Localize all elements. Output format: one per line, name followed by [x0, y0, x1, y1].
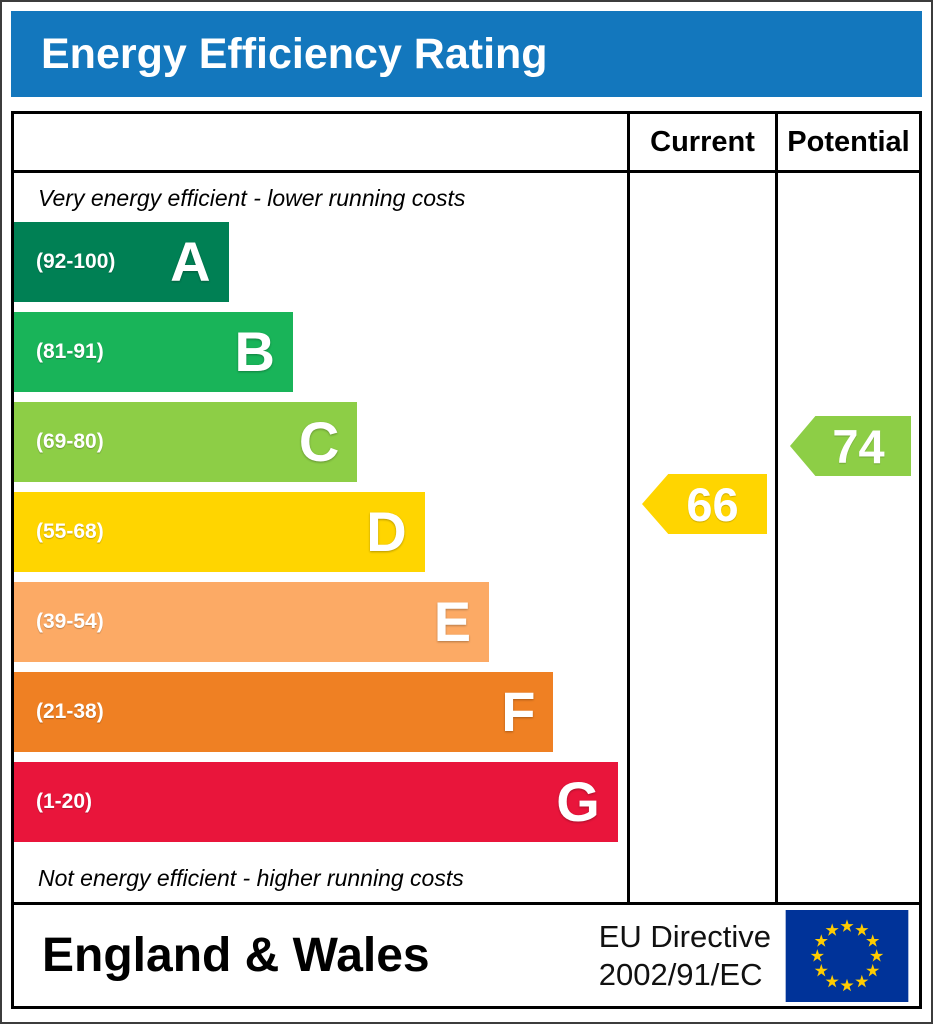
band-letter: A: [170, 230, 211, 293]
current-column-header: Current: [627, 114, 775, 173]
potential-column-header: Potential: [775, 114, 919, 173]
band-letter: C: [298, 410, 340, 473]
eu-directive-line2: 2002/91/EC: [598, 956, 763, 992]
band-letter: G: [556, 770, 600, 833]
potential-value: 74: [832, 419, 885, 473]
potential-column: 74: [775, 173, 919, 902]
region-label: England & Wales: [42, 929, 430, 982]
band-a: (92-100) A: [14, 222, 229, 302]
bottom-note: Not energy efficient - higher running co…: [38, 865, 464, 891]
bands-area: Very energy efficient - lower running co…: [14, 173, 627, 902]
eu-directive-line1: EU Directive: [598, 919, 771, 955]
band-range-label: (1-20): [36, 790, 93, 813]
header-blank-cell: [14, 114, 627, 173]
band-g: (1-20) G: [14, 762, 618, 842]
band-range-label: (39-54): [36, 610, 104, 633]
band-range-label: (55-68): [36, 520, 104, 543]
epc-chart: Current Potential Very energy efficient …: [11, 111, 922, 1009]
band-letter: F: [501, 680, 536, 743]
top-note: Very energy efficient - lower running co…: [38, 185, 466, 211]
band-b: (81-91) B: [14, 312, 293, 392]
band-letter: E: [433, 590, 472, 653]
band-range-label: (69-80): [36, 430, 104, 453]
page-title: Energy Efficiency Rating: [41, 29, 548, 78]
bands: (92-100) A (81-91) B (69-80) C (55-68) D (39-54)…: [14, 222, 627, 842]
current-arrow: 66: [642, 474, 767, 534]
band-letter: B: [234, 320, 275, 383]
title-bar: Energy Efficiency Rating: [11, 11, 922, 97]
band-e: (39-54) E: [14, 582, 490, 662]
band-range-label: (92-100): [36, 250, 116, 273]
potential-arrow: 74: [790, 416, 911, 476]
band-c: (69-80) C: [14, 402, 358, 482]
eu-flag-icon: [785, 909, 909, 1002]
band-range-label: (81-91): [36, 340, 104, 363]
current-column: 66: [627, 173, 775, 902]
band-range-label: (21-38): [36, 700, 104, 723]
band-f: (21-38) F: [14, 672, 554, 752]
current-value: 66: [686, 477, 739, 531]
band-letter: D: [366, 500, 407, 563]
eu-directive-label: EU Directive 2002/91/EC: [599, 918, 771, 992]
band-d: (55-68) D: [14, 492, 425, 572]
footer: England & Wales EU Directive 2002/91/EC: [14, 902, 919, 1006]
